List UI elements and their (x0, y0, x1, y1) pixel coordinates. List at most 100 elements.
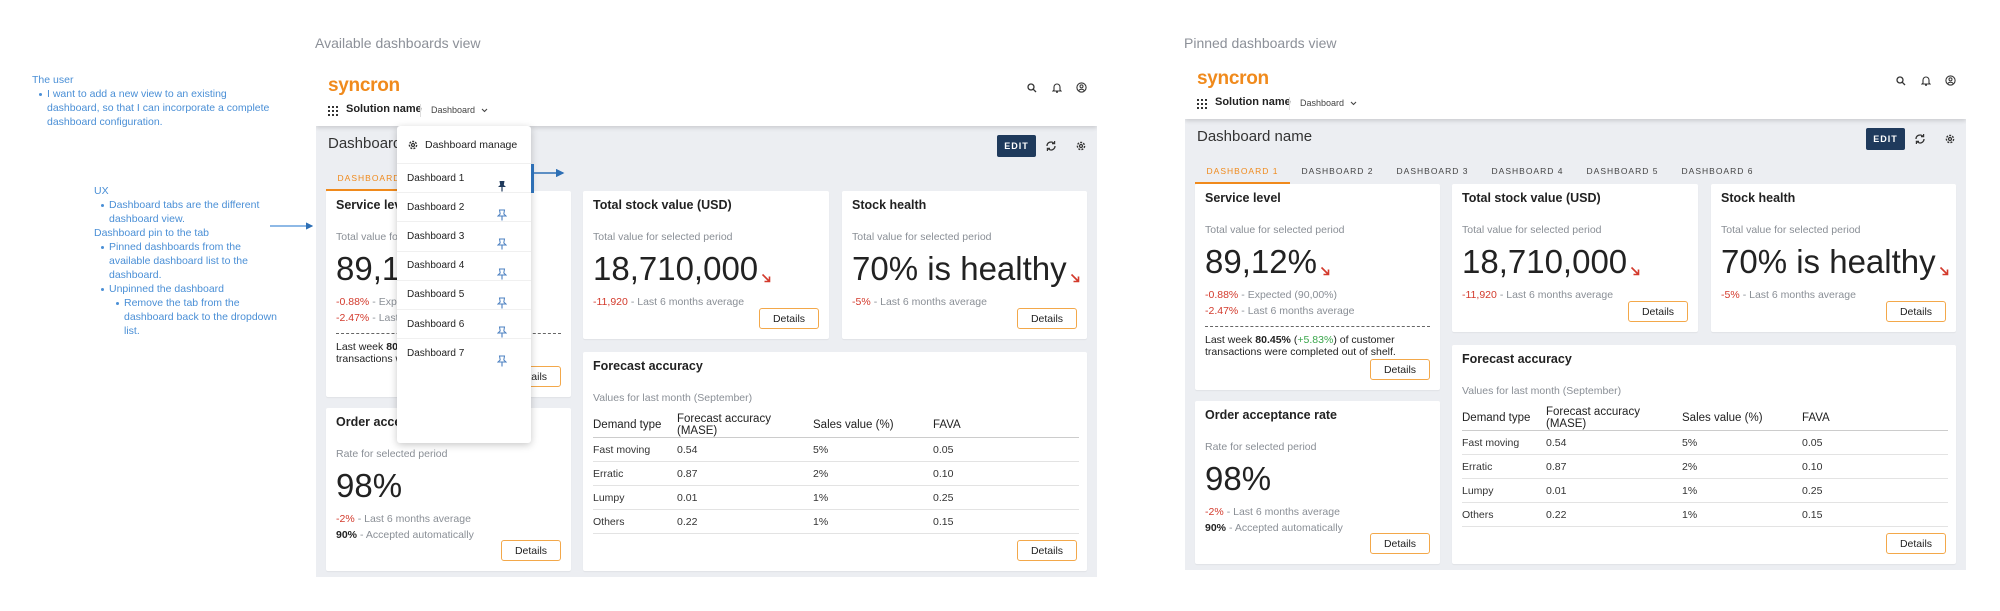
dashboard-tab[interactable]: DASHBOARD 6 (1681, 166, 1754, 176)
dashboard-tab[interactable]: DASHBOARD 4 (1491, 166, 1564, 176)
annotation-line: Remove the tab from the dashboard back t… (116, 296, 284, 338)
dashboard-tab[interactable]: DASHBOARD 2 (1301, 166, 1374, 176)
refresh-icon[interactable] (1045, 140, 1057, 152)
table-cell: Others (593, 509, 677, 534)
menu-item[interactable]: Dashboard 7 (397, 338, 531, 367)
details-button[interactable]: Details (1628, 301, 1688, 322)
card-title: Service level (336, 198, 412, 212)
column-header: Sales value (%) (1682, 406, 1802, 431)
menu-item[interactable]: Dashboard 4 (397, 250, 531, 280)
table-cell: 0.87 (1546, 454, 1682, 479)
details-button[interactable]: Details (1017, 308, 1077, 329)
kpi-text: 70% is healthy (852, 250, 1067, 287)
pin-icon-glyph (498, 181, 506, 192)
search-icon[interactable] (1027, 83, 1037, 93)
trend-line: -11,920- Last 6 months average (593, 294, 819, 310)
trend-delta: -2% (336, 513, 355, 525)
table-row: Others 0.22 1% 0.15 (593, 509, 1079, 534)
table-cell: 0.22 (677, 509, 813, 534)
menu-item-label: Dashboard 7 (407, 347, 465, 359)
settings-icon[interactable] (1075, 140, 1087, 152)
kpi-value: 98% (336, 467, 561, 505)
apps-icon-glyph (1197, 99, 1207, 109)
trend-text: - Last 6 months average (1226, 506, 1340, 518)
details-button[interactable]: Details (1886, 533, 1946, 554)
table-cell: 0.87 (677, 461, 813, 486)
table-cell: 5% (813, 437, 933, 462)
menu-item[interactable]: Dashboard 5 (397, 279, 531, 309)
trend-arrow (1627, 266, 1641, 281)
table-cell: 0.54 (1546, 430, 1682, 455)
trend-strong: 90% (1205, 522, 1227, 534)
annotation: UX Dashboard tabs are the different dashb… (94, 184, 284, 338)
dashboard-selector[interactable]: Dashboard (1300, 98, 1357, 108)
details-button[interactable]: Details (501, 540, 561, 561)
apps-icon[interactable] (1197, 99, 1207, 109)
menu-header: Dashboard manage (407, 136, 517, 154)
card-subtitle: Total value for selected period (1205, 224, 1345, 236)
table-cell: 0.05 (933, 437, 1079, 462)
pin-icon-glyph (497, 297, 507, 309)
forecast-table: Demand type Forecast accuracy (MASE) Sales… (1462, 406, 1948, 527)
trend-line: 90% - Accepted automatically (336, 527, 561, 543)
menu-item-label: Dashboard 5 (407, 289, 465, 301)
note-rest: ) of customer transactions were complete… (1205, 334, 1396, 358)
trend-delta: -0.88% (1205, 289, 1239, 301)
dashboard-tab[interactable]: DASHBOARD 1 (326, 173, 421, 191)
logo: syncron (328, 75, 400, 96)
user-icon-glyph (1945, 75, 1956, 86)
table-cell: Others (1462, 502, 1546, 527)
details-button[interactable]: Details (759, 308, 819, 329)
menu-item[interactable]: Dashboard 1 (397, 163, 534, 193)
trend-strong: 90% (336, 529, 358, 541)
card-title: Forecast accuracy (1462, 352, 1572, 366)
dashboard-tab[interactable]: DASHBOARD 5 (1586, 166, 1659, 176)
user-icon[interactable] (1076, 82, 1087, 93)
details-button[interactable]: Details (1886, 301, 1946, 322)
table-cell: 0.15 (933, 509, 1079, 534)
menu-item-label: Dashboard 3 (407, 230, 465, 242)
dashboard-name: Dashboard name (1197, 128, 1313, 145)
table-row: Fast moving 0.54 5% 0.05 (1462, 430, 1948, 455)
menu-item-label: Dashboard 2 (407, 201, 465, 213)
card: Total stock value (USD) Total value for s… (583, 191, 829, 339)
card: Forecast accuracy Values for last month (… (583, 352, 1087, 571)
details-button[interactable]: Details (1370, 533, 1430, 554)
dashboard-tab[interactable]: DASHBOARD 3 (1396, 166, 1469, 176)
trend-delta: -11,920 (593, 296, 628, 308)
kpi-text: 18,710,000 (1462, 243, 1628, 280)
apps-icon[interactable] (328, 106, 338, 116)
pin-icon-glyph (497, 326, 507, 338)
search-icon[interactable] (1896, 76, 1906, 86)
menu-item[interactable]: Dashboard 6 (397, 309, 531, 338)
dashboard-tab[interactable]: DASHBOARD 1 (1195, 166, 1290, 184)
kpi-text: 98% (336, 467, 403, 504)
user-icon[interactable] (1945, 75, 1956, 86)
settings-icon[interactable] (1944, 133, 1956, 145)
menu-item[interactable]: Dashboard 2 (397, 192, 531, 221)
bell-icon[interactable] (1920, 75, 1932, 86)
edit-button[interactable]: EDIT (997, 135, 1036, 157)
table-row: Fast moving 0.54 5% 0.05 (593, 437, 1079, 462)
note-figure: 80.45% (1255, 334, 1291, 346)
edit-button[interactable]: EDIT (1866, 128, 1905, 150)
view-caption: Available dashboards view (315, 35, 481, 51)
refresh-icon[interactable] (1914, 133, 1926, 145)
trend-arrow (1936, 266, 1950, 281)
card-title: Stock health (1721, 191, 1796, 205)
annotation-line: Dashboard pin to the tab (94, 227, 209, 239)
details-button[interactable]: Details (1370, 359, 1430, 380)
selector-label: Dashboard (1300, 98, 1345, 108)
card: Total stock value (USD) Total value for s… (1452, 184, 1698, 332)
annotation-line: UX (94, 185, 109, 197)
table-row: Lumpy 0.01 1% 0.25 (1462, 478, 1948, 503)
bell-icon[interactable] (1051, 82, 1063, 93)
app-header: syncron Solution name Dashboard (1185, 66, 1966, 119)
table-header: Demand type Forecast accuracy (MASE) Sales… (593, 413, 1079, 438)
bell-icon-glyph (1920, 76, 1932, 86)
dashboard-selector[interactable]: Dashboard (431, 105, 488, 115)
details-button[interactable]: Details (1017, 540, 1077, 561)
table-cell: Fast moving (593, 437, 677, 462)
menu-item[interactable]: Dashboard 3 (397, 221, 531, 250)
